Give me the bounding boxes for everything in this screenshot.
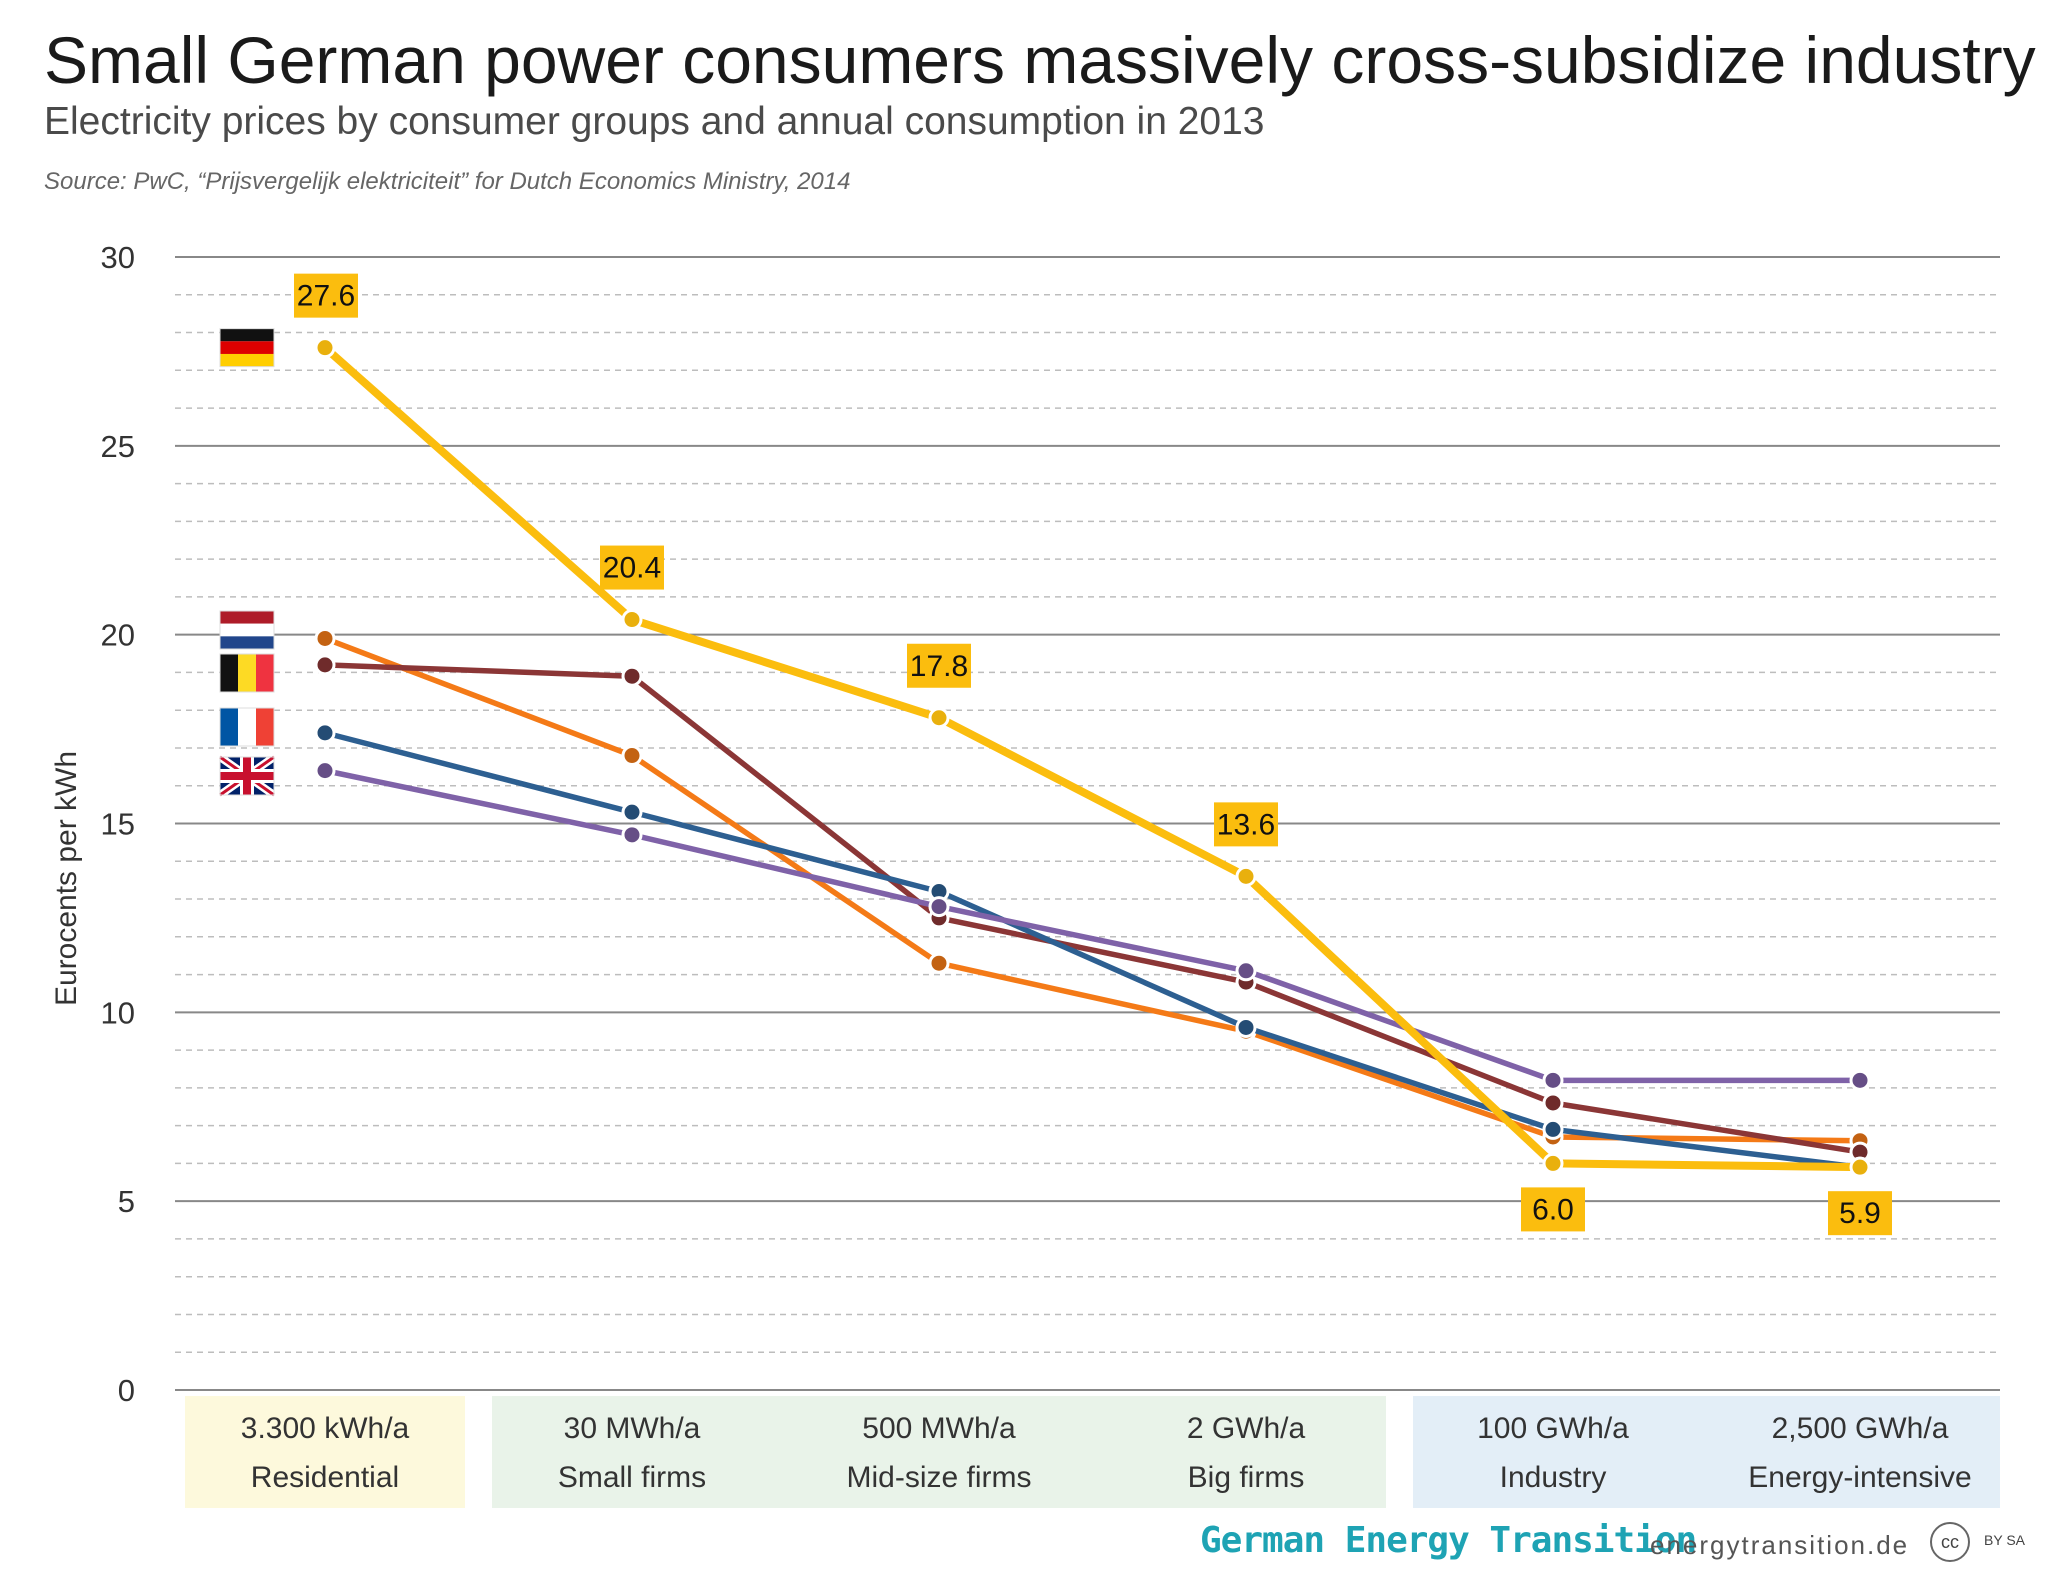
series-line-belgium bbox=[322, 662, 1863, 1155]
data-point-germany bbox=[314, 337, 336, 359]
data-point-france bbox=[1542, 1118, 1564, 1140]
data-point-germany bbox=[1849, 1156, 1871, 1178]
y-tick-label: 10 bbox=[101, 995, 135, 1030]
category-label-bottom: Residential bbox=[251, 1461, 399, 1494]
data-label-box bbox=[1214, 802, 1278, 847]
flag-stripe bbox=[256, 654, 274, 692]
chart-title: Small German power consumers massively c… bbox=[44, 23, 2036, 97]
flag-stripe bbox=[220, 353, 274, 367]
flag-stripe bbox=[220, 623, 274, 637]
category-label-top: 500 MWh/a bbox=[862, 1412, 1016, 1445]
flag-cross bbox=[220, 772, 274, 780]
data-label-box bbox=[1828, 1191, 1892, 1236]
data-label-box bbox=[600, 545, 664, 590]
series-line-uk bbox=[322, 767, 1863, 1084]
flag-stripe bbox=[220, 636, 274, 649]
data-point-uk bbox=[928, 896, 950, 918]
data-point-germany bbox=[621, 609, 643, 631]
data-point-france bbox=[621, 801, 643, 823]
series-line-france bbox=[322, 730, 1863, 1170]
data-label: 13.6 bbox=[1217, 808, 1275, 841]
data-point-netherlands bbox=[314, 627, 336, 649]
flag-border bbox=[219, 756, 275, 796]
category-label-top: 100 GWh/a bbox=[1477, 1412, 1629, 1445]
data-point-belgium bbox=[314, 654, 336, 676]
data-point-netherlands bbox=[928, 952, 950, 974]
cc-license-terms: BY SA bbox=[1984, 1532, 2025, 1548]
category-band-residential bbox=[185, 1396, 465, 1508]
flag-uk-icon bbox=[217, 753, 277, 799]
data-point-germany bbox=[1542, 1152, 1564, 1174]
data-label-box bbox=[1521, 1187, 1585, 1232]
data-point-belgium bbox=[621, 665, 643, 687]
data-point-uk bbox=[314, 760, 336, 782]
footer-brand: German Energy Transition bbox=[1200, 1520, 1697, 1561]
y-tick-label: 15 bbox=[101, 807, 135, 842]
y-tick-label: 5 bbox=[118, 1184, 135, 1219]
data-label: 6.0 bbox=[1532, 1193, 1574, 1226]
data-point-uk bbox=[1542, 1069, 1564, 1091]
data-point-netherlands bbox=[621, 745, 643, 767]
flag-stripe bbox=[256, 708, 274, 746]
flag-border bbox=[219, 610, 275, 650]
y-tick-label: 0 bbox=[118, 1373, 135, 1408]
flag-stripe bbox=[220, 654, 238, 692]
category-label-top: 3.300 kWh/a bbox=[241, 1412, 410, 1445]
flag-germany-icon bbox=[219, 328, 275, 368]
flag-netherlands-icon bbox=[219, 610, 275, 650]
y-tick-label: 30 bbox=[101, 240, 135, 275]
flag-border bbox=[219, 707, 275, 747]
flag-stripe bbox=[238, 708, 256, 746]
data-label: 5.9 bbox=[1839, 1197, 1881, 1230]
series-line-netherlands bbox=[322, 635, 1863, 1144]
category-label-bottom: Mid-size firms bbox=[847, 1461, 1032, 1494]
flag-border bbox=[219, 328, 275, 368]
category-label-bottom: Big firms bbox=[1188, 1461, 1305, 1494]
data-label: 20.4 bbox=[603, 552, 661, 585]
data-point-uk bbox=[621, 824, 643, 846]
category-band-industry bbox=[1413, 1396, 2000, 1508]
category-label-top: 2,500 GWh/a bbox=[1772, 1412, 1949, 1445]
flag-border bbox=[219, 653, 275, 693]
data-point-france bbox=[314, 722, 336, 744]
footer-site[interactable]: energytransition.de bbox=[1650, 1530, 1910, 1560]
data-label-box bbox=[907, 643, 971, 688]
data-label: 27.6 bbox=[297, 280, 355, 313]
chart-source: Source: PwC, “Prijsvergelijk elektricite… bbox=[44, 168, 851, 195]
flag-belgium-icon bbox=[219, 653, 275, 693]
category-label-bottom: Energy-intensive bbox=[1748, 1461, 1971, 1494]
data-point-france bbox=[1235, 1016, 1257, 1038]
data-point-germany bbox=[928, 707, 950, 729]
chart-subtitle: Electricity prices by consumer groups an… bbox=[44, 100, 1265, 143]
category-label-top: 2 GWh/a bbox=[1187, 1412, 1306, 1445]
category-label-top: 30 MWh/a bbox=[564, 1412, 701, 1445]
data-point-uk bbox=[1235, 960, 1257, 982]
y-tick-label: 20 bbox=[101, 618, 135, 653]
data-label-box bbox=[294, 273, 358, 318]
data-label: 17.8 bbox=[910, 650, 968, 683]
flag-stripe bbox=[238, 654, 256, 692]
data-point-germany bbox=[1235, 865, 1257, 887]
category-label-bottom: Small firms bbox=[558, 1461, 706, 1494]
flag-france-icon bbox=[219, 707, 275, 747]
flag-stripe bbox=[220, 611, 274, 624]
flag-stripe bbox=[220, 328, 274, 342]
data-point-belgium bbox=[1542, 1092, 1564, 1114]
data-point-uk bbox=[1849, 1069, 1871, 1091]
y-axis-label: Eurocents per kWh bbox=[50, 751, 83, 1006]
flag-stripe bbox=[220, 341, 274, 354]
series-line-germany bbox=[321, 343, 1864, 1172]
flag-stripe bbox=[220, 708, 238, 746]
category-band-firms bbox=[492, 1396, 1386, 1508]
category-label-bottom: Industry bbox=[1500, 1461, 1607, 1494]
y-tick-label: 25 bbox=[101, 429, 135, 464]
cc-license-icon: cc bbox=[1930, 1522, 1970, 1562]
